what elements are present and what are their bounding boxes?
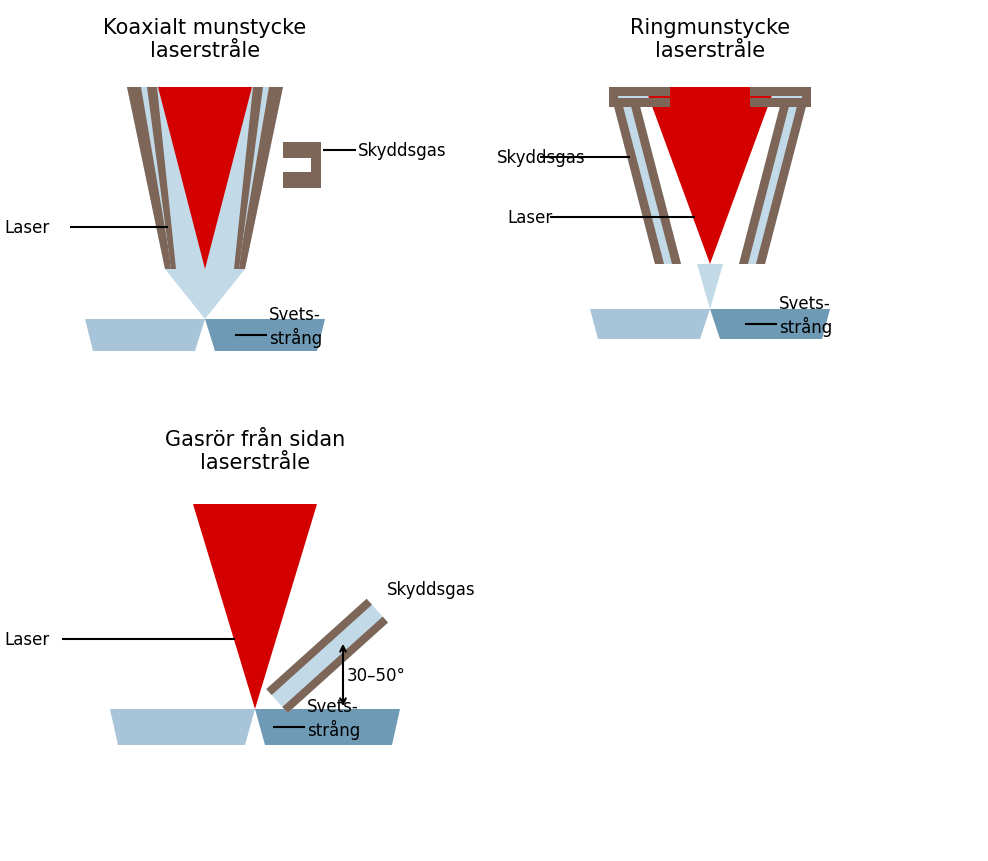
Text: Skyddsgas: Skyddsgas <box>497 149 586 167</box>
Polygon shape <box>609 88 670 108</box>
Polygon shape <box>158 88 252 269</box>
Bar <box>750 88 811 97</box>
Polygon shape <box>739 88 811 264</box>
Polygon shape <box>110 709 255 745</box>
Text: 30–50°: 30–50° <box>347 666 406 684</box>
Polygon shape <box>127 88 172 269</box>
Bar <box>609 99 670 108</box>
Text: Laser: Laser <box>507 208 552 226</box>
Text: Laser: Laser <box>4 219 49 237</box>
Text: Koaxialt munstycke
laserstråle: Koaxialt munstycke laserstråle <box>104 18 306 61</box>
Bar <box>311 158 321 173</box>
Text: Svets-
strång: Svets- strång <box>307 697 361 739</box>
Text: Svets-
strång: Svets- strång <box>779 295 832 337</box>
Polygon shape <box>609 88 681 264</box>
Polygon shape <box>267 599 388 713</box>
Polygon shape <box>147 88 176 269</box>
Text: Skyddsgas: Skyddsgas <box>387 580 476 598</box>
Polygon shape <box>283 616 388 713</box>
Bar <box>609 88 670 97</box>
Polygon shape <box>750 88 811 108</box>
Text: Svets-
strång: Svets- strång <box>269 306 322 347</box>
Polygon shape <box>85 319 205 351</box>
Polygon shape <box>234 88 263 269</box>
Polygon shape <box>739 88 794 264</box>
Polygon shape <box>710 310 830 339</box>
Bar <box>283 143 321 158</box>
Bar <box>283 173 321 189</box>
Text: Skyddsgas: Skyddsgas <box>358 142 447 160</box>
Polygon shape <box>238 88 283 269</box>
Polygon shape <box>165 269 245 319</box>
Bar <box>802 88 811 108</box>
Polygon shape <box>609 88 664 264</box>
Text: Gasrör från sidan
laserstråle: Gasrör från sidan laserstråle <box>165 430 345 473</box>
Polygon shape <box>626 88 681 264</box>
Polygon shape <box>127 88 283 269</box>
Polygon shape <box>267 599 371 695</box>
Bar <box>750 99 811 108</box>
Bar <box>609 88 618 108</box>
Polygon shape <box>756 88 811 264</box>
Polygon shape <box>645 88 775 264</box>
Polygon shape <box>193 505 317 709</box>
Polygon shape <box>147 88 263 269</box>
Text: Ringmunstycke
laserstråle: Ringmunstycke laserstråle <box>630 18 790 61</box>
Text: Laser: Laser <box>4 630 49 648</box>
Polygon shape <box>697 264 723 310</box>
Polygon shape <box>205 319 325 351</box>
Polygon shape <box>255 709 400 745</box>
Polygon shape <box>590 310 710 339</box>
